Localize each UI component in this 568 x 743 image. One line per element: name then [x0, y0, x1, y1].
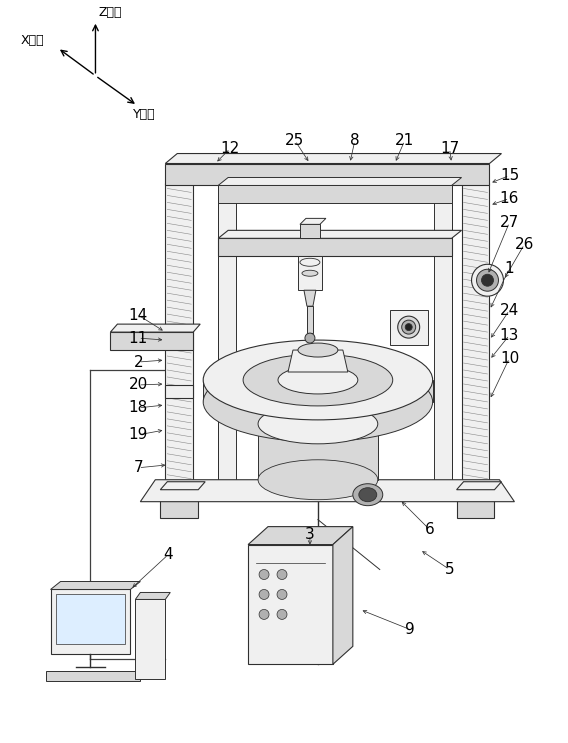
- Polygon shape: [45, 671, 140, 681]
- Polygon shape: [457, 481, 502, 490]
- Ellipse shape: [482, 274, 494, 286]
- Ellipse shape: [277, 609, 287, 620]
- Ellipse shape: [259, 609, 269, 620]
- Ellipse shape: [259, 589, 269, 600]
- Polygon shape: [203, 380, 433, 402]
- Polygon shape: [307, 306, 313, 333]
- Text: 5: 5: [445, 562, 454, 577]
- Text: 26: 26: [515, 237, 534, 252]
- Ellipse shape: [243, 354, 392, 406]
- Polygon shape: [218, 186, 236, 484]
- Polygon shape: [165, 184, 193, 490]
- Polygon shape: [110, 332, 193, 350]
- Text: 11: 11: [129, 331, 148, 345]
- Ellipse shape: [258, 460, 378, 500]
- Polygon shape: [165, 385, 193, 398]
- Polygon shape: [160, 490, 198, 518]
- Polygon shape: [258, 424, 378, 480]
- Polygon shape: [160, 481, 205, 490]
- Polygon shape: [218, 230, 462, 239]
- Text: 20: 20: [129, 377, 148, 392]
- Ellipse shape: [300, 259, 320, 266]
- Polygon shape: [218, 186, 452, 204]
- Ellipse shape: [302, 270, 318, 276]
- Ellipse shape: [298, 343, 338, 357]
- Polygon shape: [110, 324, 200, 332]
- Polygon shape: [248, 527, 353, 545]
- Text: 19: 19: [129, 427, 148, 442]
- Polygon shape: [300, 218, 326, 224]
- Ellipse shape: [305, 333, 315, 343]
- Text: 18: 18: [129, 400, 148, 415]
- Text: 15: 15: [500, 168, 519, 183]
- Text: 12: 12: [220, 141, 240, 156]
- Polygon shape: [218, 239, 452, 256]
- Text: Y方向: Y方向: [133, 108, 156, 120]
- Polygon shape: [135, 600, 165, 679]
- Ellipse shape: [277, 589, 287, 600]
- Text: 4: 4: [164, 547, 173, 562]
- Polygon shape: [390, 310, 428, 345]
- Text: 16: 16: [500, 191, 519, 206]
- Polygon shape: [288, 350, 348, 372]
- Text: 13: 13: [500, 328, 519, 343]
- Ellipse shape: [398, 316, 420, 338]
- Polygon shape: [298, 256, 322, 291]
- Polygon shape: [218, 178, 462, 186]
- Polygon shape: [462, 184, 490, 490]
- Text: 2: 2: [133, 354, 143, 369]
- Ellipse shape: [203, 340, 433, 420]
- Polygon shape: [300, 224, 320, 239]
- Text: 8: 8: [350, 133, 360, 148]
- Text: 25: 25: [285, 133, 304, 148]
- Polygon shape: [51, 582, 140, 589]
- Polygon shape: [457, 490, 495, 518]
- Ellipse shape: [477, 269, 499, 291]
- Text: Z方向: Z方向: [98, 6, 122, 19]
- Text: X方向: X方向: [20, 33, 44, 47]
- Polygon shape: [248, 545, 333, 664]
- Polygon shape: [56, 594, 126, 644]
- Text: 24: 24: [500, 302, 519, 318]
- Ellipse shape: [258, 404, 378, 444]
- Polygon shape: [140, 480, 515, 502]
- Ellipse shape: [203, 362, 433, 442]
- Text: 14: 14: [129, 308, 148, 322]
- Ellipse shape: [402, 320, 416, 334]
- Polygon shape: [433, 186, 452, 484]
- Ellipse shape: [278, 366, 358, 394]
- Polygon shape: [135, 592, 170, 600]
- Text: 9: 9: [405, 622, 415, 637]
- Polygon shape: [51, 589, 131, 655]
- Text: 3: 3: [305, 527, 315, 542]
- Ellipse shape: [277, 570, 287, 580]
- Polygon shape: [165, 154, 502, 163]
- Polygon shape: [165, 163, 490, 186]
- Text: 6: 6: [425, 522, 435, 537]
- Ellipse shape: [471, 265, 503, 296]
- Text: 7: 7: [133, 460, 143, 476]
- Text: 10: 10: [500, 351, 519, 366]
- Polygon shape: [304, 291, 316, 306]
- Ellipse shape: [359, 487, 377, 502]
- Text: 21: 21: [395, 133, 414, 148]
- Text: 27: 27: [500, 215, 519, 230]
- Text: 17: 17: [440, 141, 459, 156]
- Polygon shape: [155, 480, 499, 495]
- Text: 1: 1: [504, 261, 514, 276]
- Ellipse shape: [353, 484, 383, 506]
- Ellipse shape: [405, 324, 412, 331]
- Polygon shape: [333, 527, 353, 664]
- Ellipse shape: [259, 570, 269, 580]
